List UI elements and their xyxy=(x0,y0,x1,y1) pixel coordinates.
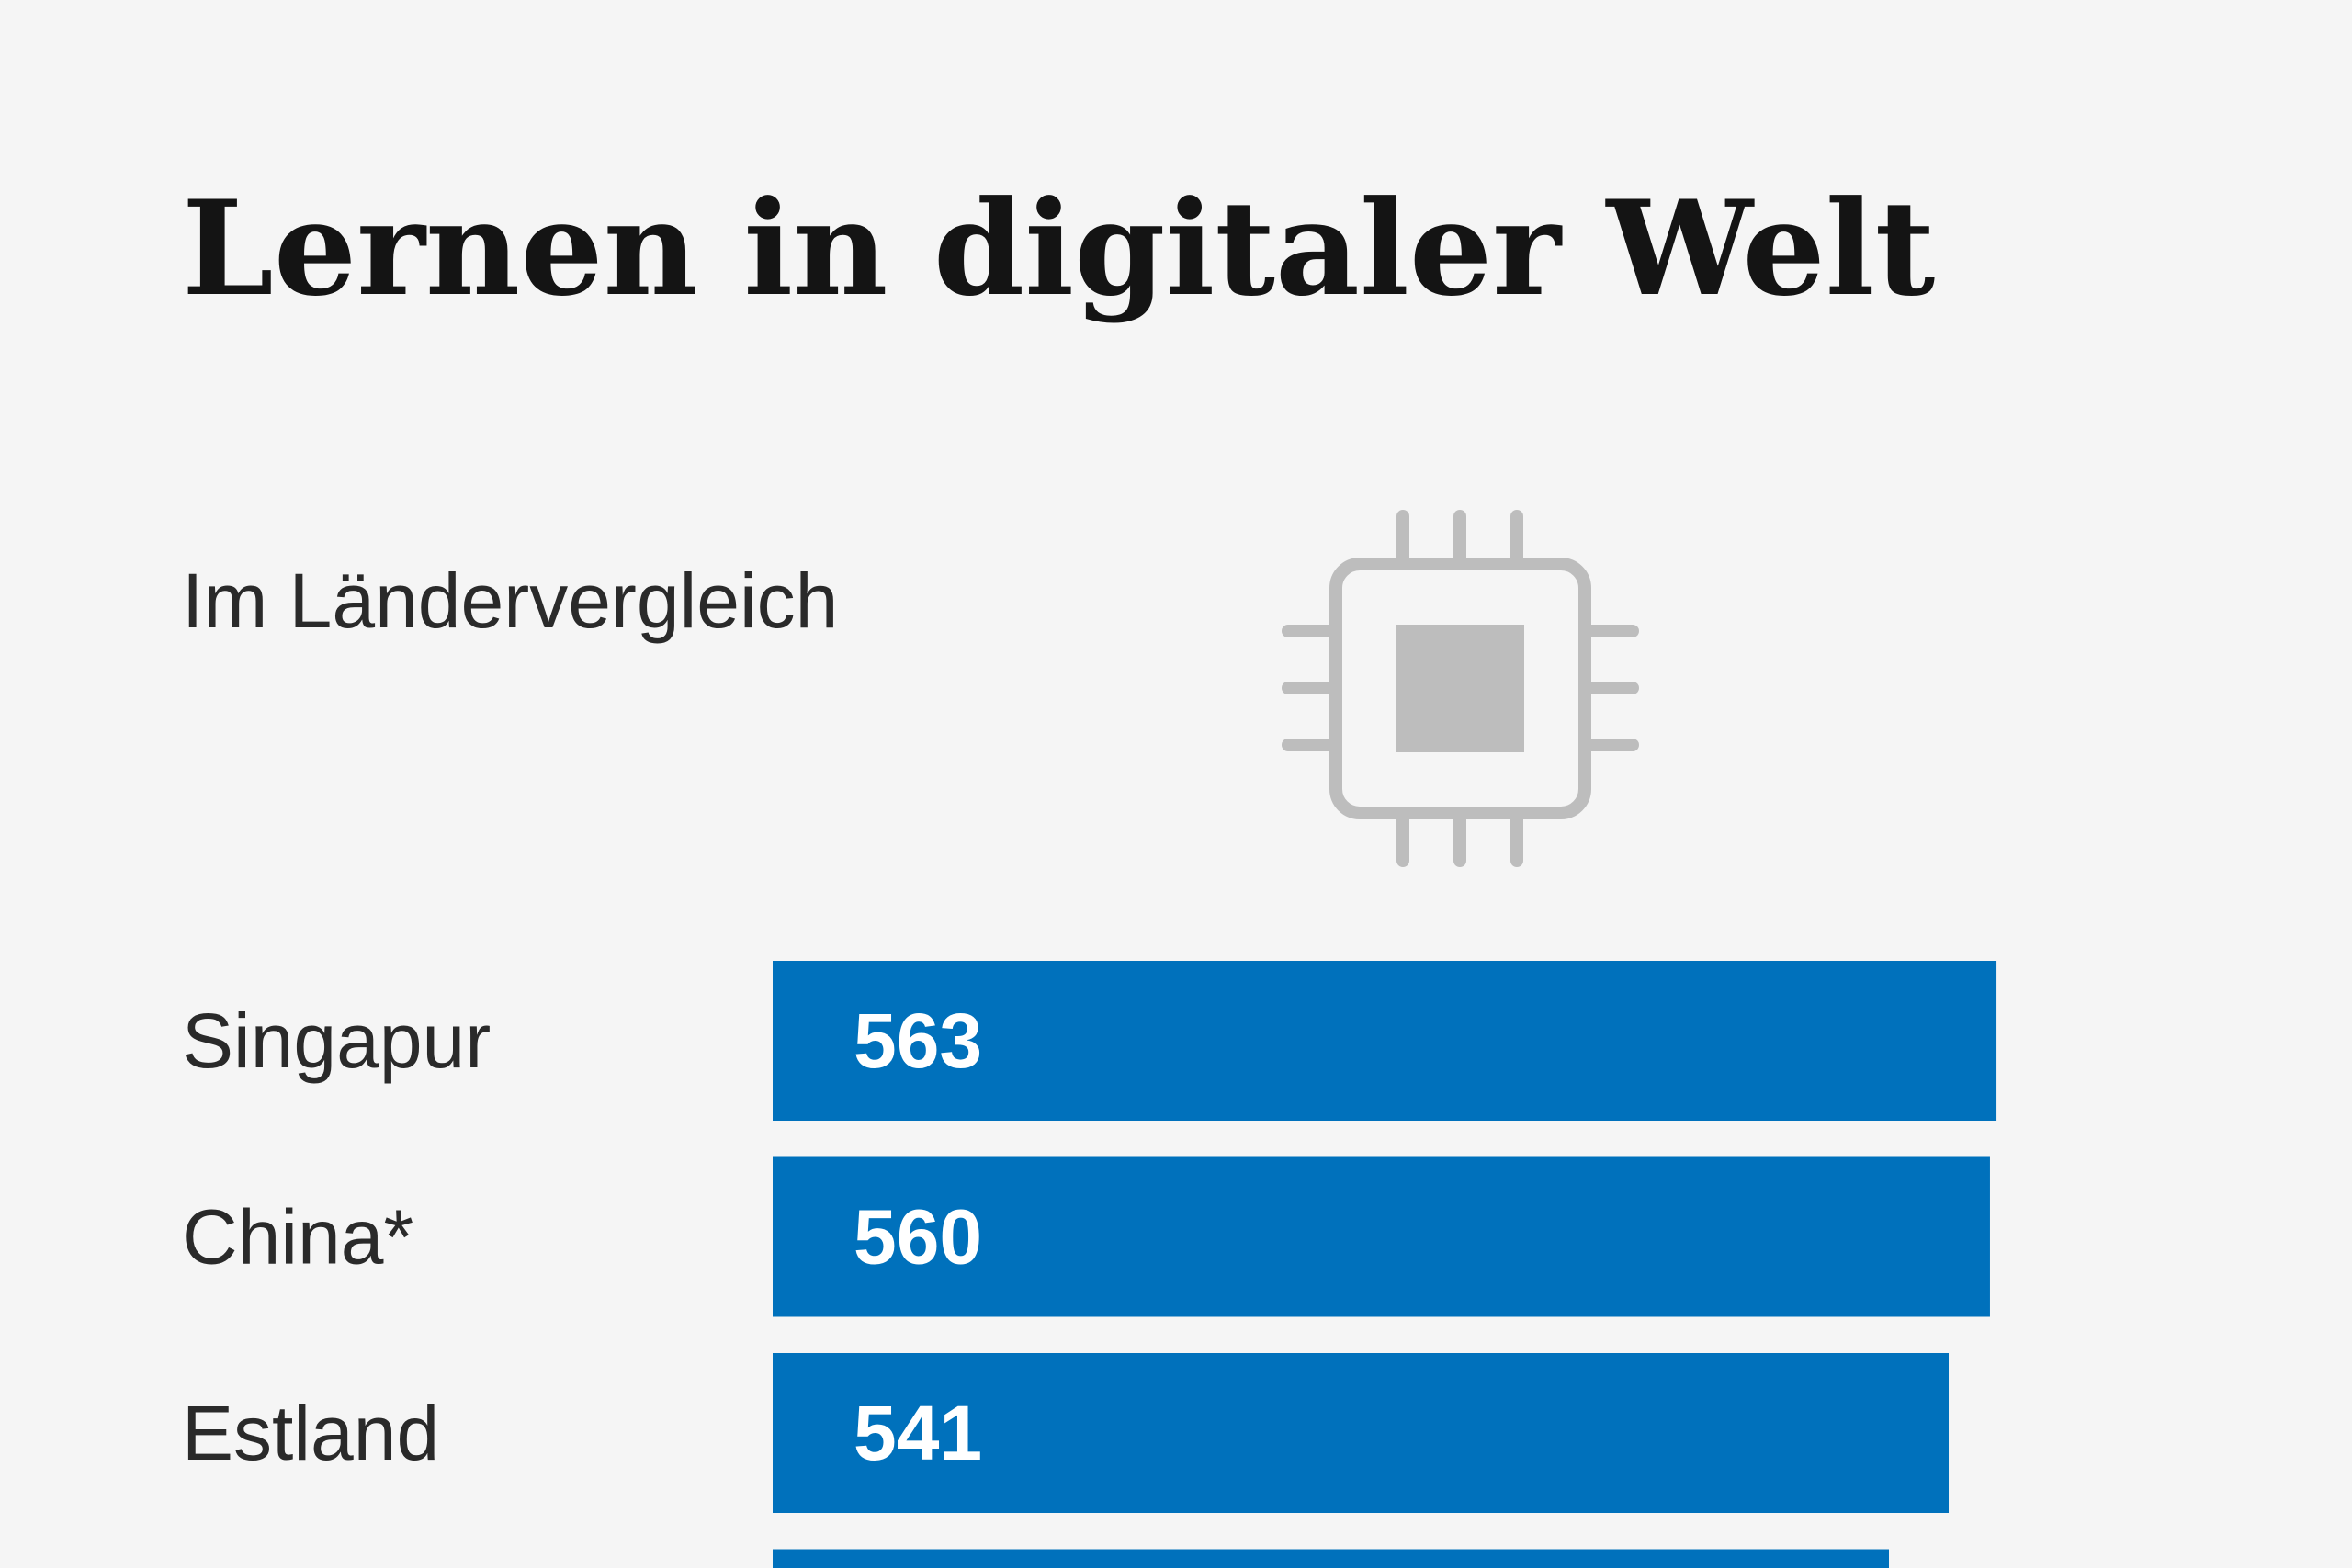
value-label: 563 xyxy=(854,998,982,1084)
bar-cut-off xyxy=(773,1549,1889,1568)
category-label: China* xyxy=(182,1194,413,1280)
microchip-icon xyxy=(1282,510,1639,867)
bar-0 xyxy=(773,961,1997,1121)
value-label: 560 xyxy=(854,1194,982,1280)
chart-subtitle: Im Ländervergleich xyxy=(182,558,839,644)
chart-title: Lernen in digitaler Welt xyxy=(182,173,1936,325)
bar-1 xyxy=(773,1156,1990,1317)
category-label: Singapur xyxy=(182,998,491,1084)
bar-2 xyxy=(773,1353,1950,1513)
value-label: 541 xyxy=(854,1390,982,1476)
category-label: Estland xyxy=(182,1390,439,1476)
